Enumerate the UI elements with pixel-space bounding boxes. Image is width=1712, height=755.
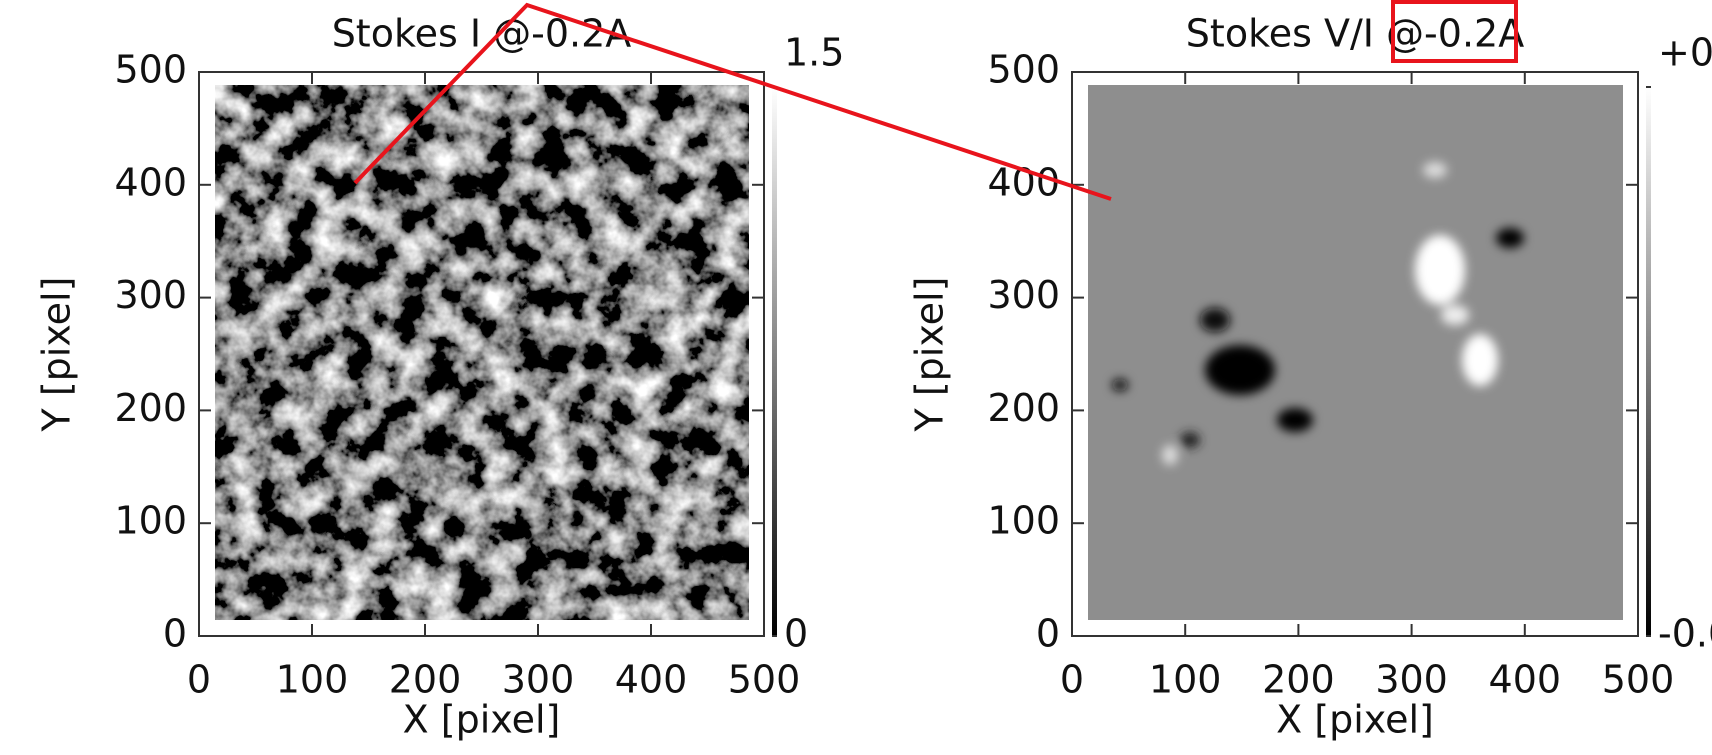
y-tick-label: 500 (987, 48, 1060, 92)
y-tick-label: 300 (987, 273, 1060, 317)
x-tick-label: 500 (728, 658, 801, 702)
y-tick-label: 400 (114, 160, 187, 204)
y-tick-label: 100 (114, 499, 187, 543)
y-tick-label: 300 (114, 273, 187, 317)
colorbar (772, 87, 777, 636)
x-tick-label: 400 (615, 658, 688, 702)
x-tick-label: 100 (1149, 658, 1222, 702)
y-tick-label: 500 (114, 48, 187, 92)
y-tick-label: 100 (987, 499, 1060, 543)
y-axis-label: Y [pixel] (908, 277, 952, 433)
colorbar-tick-label: +0.05 (1658, 31, 1712, 75)
colorbar-tick-label: 0 (784, 612, 808, 656)
colorbar-tick-label: -0.05 (1658, 612, 1712, 656)
panel-title: Stokes V/I @-0.2A (1186, 12, 1524, 56)
polarization-image (1088, 85, 1623, 620)
x-tick-label: 300 (1375, 658, 1448, 702)
x-axis-label: X [pixel] (1276, 698, 1434, 742)
x-tick-label: 100 (276, 658, 349, 702)
colorbar (1646, 87, 1651, 636)
colorbar-tick-label: 1.5 (784, 31, 844, 75)
x-tick-label: 200 (389, 658, 462, 702)
axes-frame (198, 71, 765, 637)
y-tick-label: 200 (987, 386, 1060, 430)
y-tick-label: 200 (114, 386, 187, 430)
y-tick-label: 400 (987, 160, 1060, 204)
y-axis-label: Y [pixel] (35, 277, 79, 433)
y-tick-label: 0 (163, 612, 187, 656)
intensity-image (215, 85, 749, 620)
y-tick-label: 0 (1036, 612, 1060, 656)
x-tick-label: 500 (1602, 658, 1675, 702)
x-tick-label: 0 (1060, 658, 1084, 702)
x-tick-label: 400 (1489, 658, 1562, 702)
x-tick-label: 200 (1262, 658, 1335, 702)
annotation (353, 0, 1518, 201)
x-tick-label: 300 (502, 658, 575, 702)
panel-title: Stokes I @-0.2A (332, 12, 632, 56)
x-axis-label: X [pixel] (403, 698, 561, 742)
axes-frame (1071, 71, 1639, 637)
x-tick-label: 0 (187, 658, 211, 702)
